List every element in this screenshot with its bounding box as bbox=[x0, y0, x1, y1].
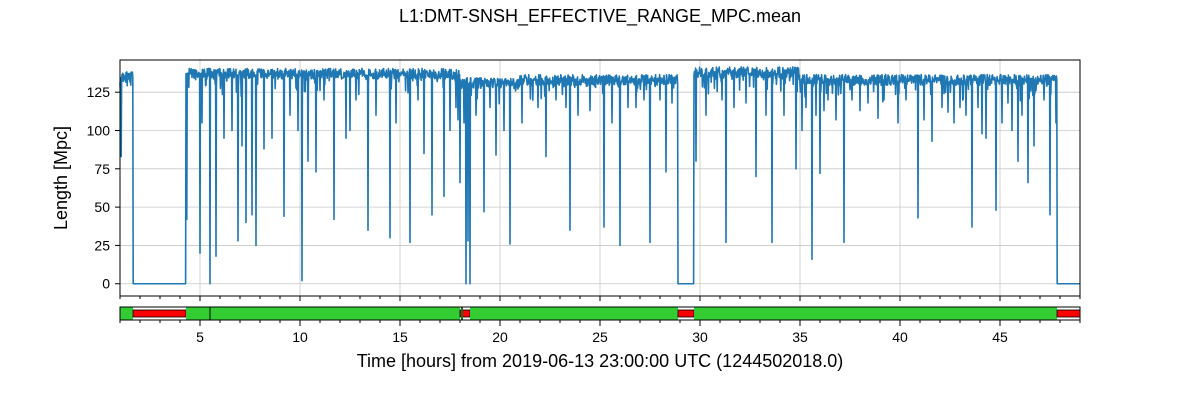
series-line bbox=[119, 66, 1081, 285]
state-bar bbox=[119, 306, 1081, 321]
state-segment-on bbox=[694, 307, 1057, 320]
state-segment-off bbox=[677, 309, 695, 318]
grid-lines bbox=[120, 60, 1080, 296]
x-tick-label: 10 bbox=[292, 329, 308, 345]
x-axis-label: Time [hours] from 2019-06-13 23:00:00 UT… bbox=[357, 351, 844, 371]
x-tick-label: 15 bbox=[392, 329, 408, 345]
state-segment-off bbox=[1056, 309, 1081, 318]
x-tick-label: 20 bbox=[492, 329, 508, 345]
state-segment-on bbox=[470, 307, 678, 320]
y-tick-label: 125 bbox=[87, 84, 111, 100]
y-axis-label: Length [Mpc] bbox=[51, 126, 71, 230]
x-tick-label: 40 bbox=[892, 329, 908, 345]
x-tick-label: 30 bbox=[692, 329, 708, 345]
y-tick-label: 75 bbox=[94, 161, 110, 177]
x-tick-label: 25 bbox=[592, 329, 608, 345]
chart-title: L1:DMT-SNSH_EFFECTIVE_RANGE_MPC.mean bbox=[399, 6, 801, 27]
y-tick-label: 50 bbox=[94, 199, 110, 215]
state-segment-on bbox=[186, 307, 460, 320]
x-tick-label: 35 bbox=[792, 329, 808, 345]
data-line bbox=[119, 66, 1081, 285]
state-segment-off bbox=[132, 309, 187, 318]
state-segment-on bbox=[120, 307, 133, 320]
y-tick-label: 0 bbox=[102, 276, 110, 292]
y-tick-label: 100 bbox=[87, 122, 111, 138]
y-tick-label: 25 bbox=[94, 237, 110, 253]
x-tick-label: 45 bbox=[992, 329, 1008, 345]
axes: 0 25 50 75 100 125 5 10 15 20 25 30 35 40 45 bbox=[87, 84, 1081, 345]
x-tick-label: 5 bbox=[196, 329, 204, 345]
